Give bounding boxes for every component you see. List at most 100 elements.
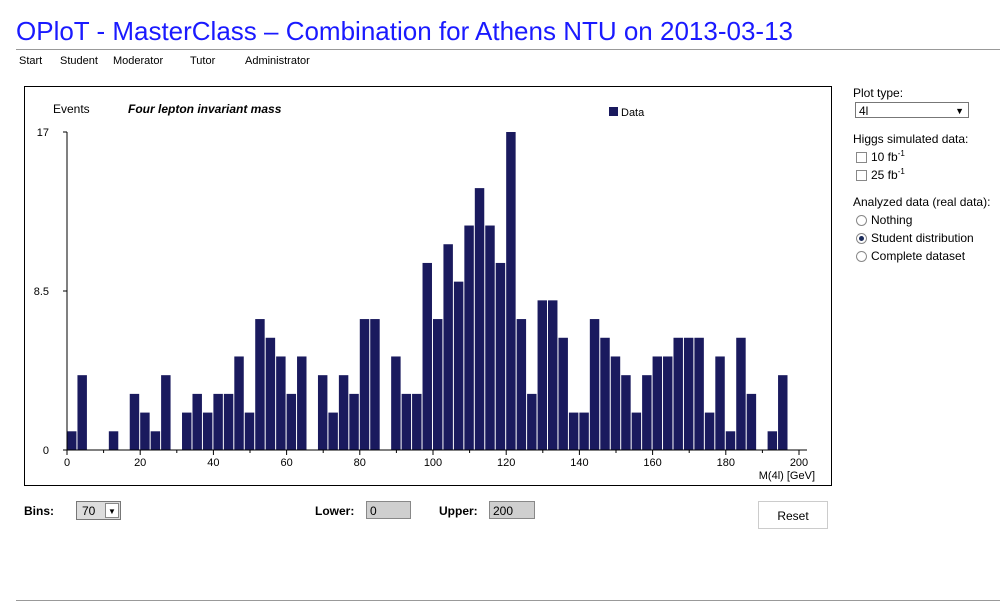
analyzed-complete-radio[interactable] <box>856 251 867 262</box>
y-tick-label: 0 <box>43 445 49 457</box>
histogram-bar <box>244 412 255 450</box>
histogram-bar <box>558 337 568 450</box>
histogram-bar <box>506 132 516 450</box>
higgs-10fb-checkbox[interactable] <box>856 152 867 163</box>
x-tick-label: 20 <box>134 457 146 469</box>
histogram-bar <box>265 337 276 450</box>
nav-student[interactable]: Student <box>60 55 98 67</box>
y-axis-label: Events <box>53 102 90 116</box>
histogram-bar <box>579 412 589 450</box>
analyzed-nothing-radio[interactable] <box>856 215 867 226</box>
higgs-10fb-option[interactable]: 10 fb-1 <box>856 149 905 164</box>
histogram-bar <box>600 337 610 450</box>
upper-input[interactable]: 200 <box>489 501 535 519</box>
histogram-bar <box>286 393 297 450</box>
histogram-bar <box>474 188 485 450</box>
nav-tutor[interactable]: Tutor <box>190 55 216 67</box>
histogram-bar <box>161 375 171 450</box>
histogram-bar <box>568 412 579 450</box>
histogram-bar <box>683 337 694 450</box>
histogram-bar <box>129 393 140 450</box>
histogram-panel: Events Four lepton invariant mass Data M… <box>24 86 832 486</box>
histogram-bar <box>443 244 453 450</box>
histogram-bar <box>328 412 338 450</box>
x-tick-label: 180 <box>717 457 735 469</box>
bins-value: 70 <box>82 504 96 518</box>
histogram-bar <box>453 281 464 450</box>
analyzed-student-option[interactable]: Student distribution <box>856 231 974 245</box>
chart-title: Four lepton invariant mass <box>128 102 282 116</box>
histogram-bar <box>297 356 307 450</box>
histogram-bar <box>317 375 328 450</box>
histogram-bar <box>725 431 736 450</box>
histogram-bar <box>673 337 683 450</box>
histogram-bar <box>589 319 600 450</box>
histogram-bar <box>223 393 234 450</box>
histogram-bar <box>202 412 213 450</box>
x-tick-label: 0 <box>64 457 70 469</box>
higgs-25fb-checkbox[interactable] <box>856 170 867 181</box>
plot-type-value: 4l <box>859 104 869 118</box>
histogram-bar <box>485 225 495 450</box>
legend-label: Data <box>621 107 645 119</box>
analyzed-student-radio[interactable] <box>856 233 867 244</box>
histogram-bar <box>642 375 652 450</box>
nav-moderator[interactable]: Moderator <box>113 55 164 67</box>
higgs-10fb-exponent: -1 <box>897 149 905 158</box>
histogram-bar <box>495 262 506 450</box>
histogram-bar <box>767 431 778 450</box>
x-tick-label: 80 <box>354 457 366 469</box>
analyzed-nothing-option[interactable]: Nothing <box>856 213 912 227</box>
higgs-25fb-label: 25 fb <box>871 168 898 182</box>
histogram-bar <box>527 393 537 450</box>
histogram-bar <box>77 375 87 450</box>
histogram-bar <box>548 300 558 450</box>
nav-start[interactable]: Start <box>19 55 43 67</box>
histogram-bar <box>150 431 161 450</box>
lower-label: Lower: <box>315 504 355 518</box>
x-axis-label: M(4l) [GeV] <box>759 470 815 482</box>
y-tick-label: 8.5 <box>34 286 49 298</box>
histogram-bar <box>631 412 642 450</box>
histogram-bar <box>370 319 380 450</box>
analyzed-nothing-label: Nothing <box>871 213 913 227</box>
histogram-bar <box>432 319 443 450</box>
histogram-bar <box>715 356 725 450</box>
histogram-bar <box>516 319 527 450</box>
x-tick-label: 160 <box>643 457 661 469</box>
histogram-bar <box>234 356 244 450</box>
histogram-bar <box>621 375 631 450</box>
lower-value: 0 <box>370 504 377 518</box>
bins-label: Bins: <box>24 504 54 518</box>
histogram-bar <box>192 393 202 450</box>
histogram-bar <box>140 412 150 450</box>
bins-select[interactable]: 70 ▼ <box>76 501 121 520</box>
histogram-bar <box>694 337 704 450</box>
reset-button[interactable]: Reset <box>758 501 828 529</box>
x-tick-label: 40 <box>207 457 219 469</box>
histogram-bar <box>652 356 663 450</box>
upper-value: 200 <box>493 504 514 518</box>
footer-divider <box>16 600 1000 601</box>
histogram-bar <box>213 393 223 450</box>
page-title: OPloT - MasterClass – Combination for At… <box>16 16 793 46</box>
analyzed-complete-option[interactable]: Complete dataset <box>856 249 965 263</box>
nav-administrator[interactable]: Administrator <box>245 55 310 67</box>
histogram-bar <box>182 412 192 450</box>
x-tick-label: 120 <box>497 457 515 469</box>
upper-label: Upper: <box>439 504 478 518</box>
x-tick-label: 60 <box>280 457 292 469</box>
histogram-bar <box>349 393 359 450</box>
chevron-down-icon: ▼ <box>105 503 119 518</box>
higgs-25fb-option[interactable]: 25 fb-1 <box>856 167 905 182</box>
histogram-bar <box>338 375 349 450</box>
histogram-bar <box>412 393 422 450</box>
histogram-bar <box>276 356 286 450</box>
higgs-10fb-label: 10 fb <box>871 150 898 164</box>
lower-input[interactable]: 0 <box>366 501 411 519</box>
analyzed-label: Analyzed data (real data): <box>853 195 991 209</box>
histogram-bar <box>255 319 265 450</box>
histogram-bar <box>610 356 621 450</box>
plot-type-select[interactable]: 4l ▼ <box>855 102 969 118</box>
histogram-bar <box>391 356 401 450</box>
